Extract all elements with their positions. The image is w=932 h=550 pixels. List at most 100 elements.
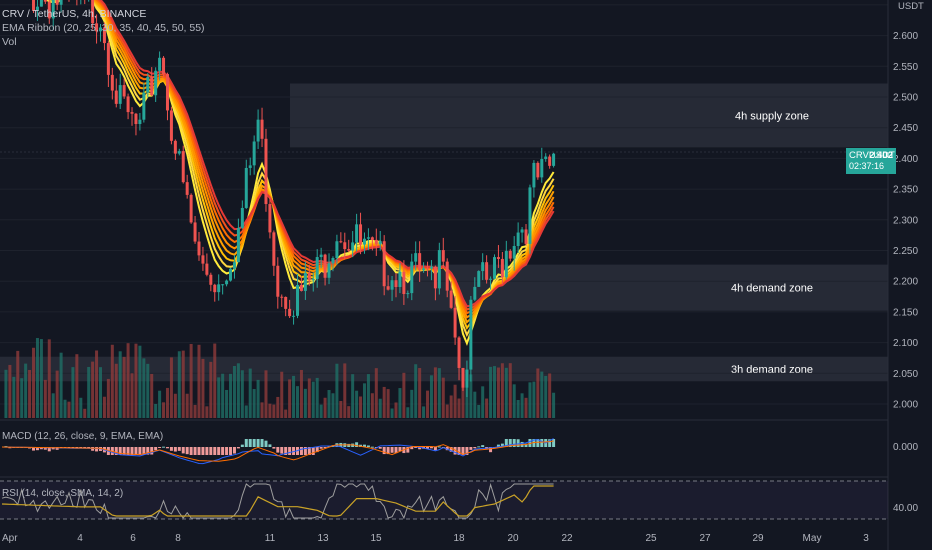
candle-body bbox=[370, 237, 374, 240]
macd-hist-bar bbox=[173, 447, 177, 452]
candle-body bbox=[130, 112, 134, 114]
candle-body bbox=[248, 165, 252, 168]
candle-body bbox=[99, 27, 102, 32]
macd-legend: MACD (12, 26, close, 9, EMA, EMA) bbox=[2, 430, 163, 443]
candle-body bbox=[552, 153, 556, 166]
price-tick-label: 2.550 bbox=[893, 62, 918, 73]
macd-hist-bar bbox=[134, 447, 138, 455]
candle-body bbox=[481, 262, 485, 272]
macd-hist-bar bbox=[229, 447, 233, 455]
macd-hist-bar bbox=[347, 443, 351, 447]
candle-body bbox=[221, 284, 225, 286]
volume-bar bbox=[158, 390, 162, 418]
volume-bar bbox=[8, 364, 12, 418]
macd-hist-bar bbox=[213, 447, 217, 455]
volume-bar bbox=[236, 363, 240, 418]
macd-tick-label: 0.000 bbox=[893, 442, 918, 453]
zone-label: 4h supply zone bbox=[735, 110, 809, 122]
volume-bar bbox=[299, 369, 303, 418]
rsi-pane bbox=[0, 480, 888, 520]
time-tick-label: 4 bbox=[77, 533, 83, 544]
macd-hist-bar bbox=[370, 446, 374, 448]
macd-hist-bar bbox=[39, 447, 43, 450]
candle-body bbox=[299, 285, 303, 291]
candle-body bbox=[229, 268, 233, 281]
macd-hist-bar bbox=[114, 447, 118, 455]
volume-bar bbox=[118, 351, 122, 418]
macd-hist-bar bbox=[500, 443, 504, 447]
price-unit: USDT bbox=[898, 2, 924, 12]
candle-body bbox=[256, 119, 260, 142]
volume-bar bbox=[292, 375, 296, 418]
volume-bar bbox=[465, 379, 469, 418]
volume-bar bbox=[445, 404, 449, 418]
macd-hist-bar bbox=[469, 447, 473, 450]
volume-bar bbox=[485, 398, 489, 418]
candle-body bbox=[335, 241, 339, 259]
rsi-label: RSI (14, close, SMA, 14, 2) bbox=[2, 488, 124, 499]
price-tick-label: 2.100 bbox=[893, 338, 918, 349]
macd-hist-bar bbox=[512, 439, 516, 447]
candle-body bbox=[307, 272, 311, 281]
volume-bar bbox=[169, 357, 173, 418]
macd-hist-bar bbox=[524, 443, 528, 447]
candle-body bbox=[201, 255, 205, 264]
candle-body bbox=[244, 167, 248, 208]
volume-bar bbox=[173, 393, 177, 418]
candle-body bbox=[496, 257, 500, 259]
volume-bar bbox=[441, 377, 445, 418]
volume-bar bbox=[102, 396, 106, 418]
candle-body bbox=[142, 92, 146, 120]
candle-body bbox=[311, 278, 315, 281]
candle-body bbox=[398, 271, 402, 287]
macd-hist-bar bbox=[398, 447, 402, 452]
macd-hist-bar bbox=[406, 447, 410, 453]
candle-body bbox=[162, 57, 166, 75]
volume-bar bbox=[327, 390, 331, 418]
volume-bar bbox=[426, 390, 430, 418]
volume-bar bbox=[47, 339, 51, 418]
macd-hist-bar bbox=[366, 445, 370, 447]
macd-hist-bar bbox=[4, 446, 8, 448]
volume-bar bbox=[437, 368, 441, 418]
volume-bar bbox=[532, 381, 536, 418]
volume-bar bbox=[91, 361, 95, 418]
macd-hist-bar bbox=[221, 447, 225, 455]
candle-body bbox=[359, 224, 363, 245]
macd-hist-bar bbox=[165, 447, 169, 449]
volume-bar bbox=[307, 378, 311, 418]
candle-body bbox=[544, 156, 548, 160]
macd-hist-bar bbox=[276, 447, 280, 453]
volume-bar bbox=[59, 352, 63, 418]
volume-bar bbox=[311, 381, 315, 418]
macd-hist-bar bbox=[536, 439, 540, 447]
candle-body bbox=[102, 27, 106, 44]
volume-bar bbox=[110, 344, 114, 418]
macd-hist-bar bbox=[146, 447, 150, 455]
volume-bar bbox=[256, 379, 260, 418]
candle-body bbox=[276, 265, 280, 297]
candle-body bbox=[43, 0, 47, 2]
candle-body bbox=[382, 241, 386, 287]
macd-hist-bar bbox=[35, 447, 39, 451]
macd-hist-bar bbox=[540, 439, 544, 447]
macd-hist-bar bbox=[299, 447, 303, 455]
macd-hist-bar bbox=[264, 440, 268, 447]
volume-bar bbox=[481, 386, 485, 418]
candle-body bbox=[453, 307, 457, 338]
candle-body bbox=[126, 96, 130, 113]
candle-body bbox=[288, 308, 292, 317]
candle-body bbox=[150, 76, 154, 96]
price-tick-label: 2.250 bbox=[893, 246, 918, 257]
candle-body bbox=[284, 296, 288, 309]
ema-ribbon bbox=[46, 0, 555, 346]
macd-hist-bar bbox=[122, 447, 126, 455]
candle-body bbox=[303, 272, 307, 291]
macd-hist-bar bbox=[429, 447, 433, 449]
candle-body bbox=[205, 263, 209, 275]
volume-bar bbox=[362, 383, 366, 418]
volume-bar bbox=[165, 387, 169, 418]
volume-bar bbox=[43, 379, 47, 418]
symbol-line: CRV / TetherUS, 4h, BINANCE bbox=[2, 8, 147, 20]
